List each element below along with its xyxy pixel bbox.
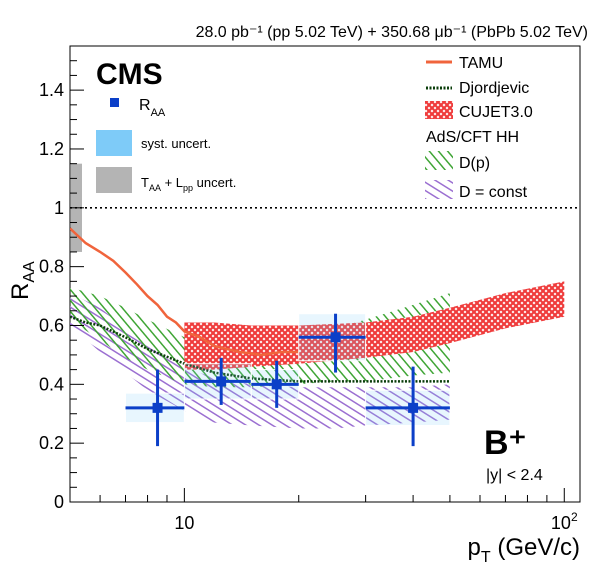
data-marker-1 bbox=[152, 402, 163, 413]
x-tick-label: 10 bbox=[174, 513, 194, 533]
y-tick-label: 1.4 bbox=[39, 80, 64, 100]
x-tick-label: 102 bbox=[551, 510, 578, 533]
legend-label-syst: syst. uncert. bbox=[141, 136, 211, 151]
legend-label-tamu: TAMU bbox=[459, 55, 503, 72]
y-tick-label: 1 bbox=[54, 198, 64, 218]
data-point-5 bbox=[365, 366, 451, 447]
y-tick-label: 0.4 bbox=[39, 374, 64, 394]
legend-label-cujet: CUJET3.0 bbox=[459, 104, 533, 121]
x-axis-label: pT (GeV/c) bbox=[468, 534, 580, 566]
y-tick-label: 1.2 bbox=[39, 139, 64, 159]
legend-right: TAMU Djordjevic CUJET3.0 AdS/CFT HH D(p)… bbox=[425, 55, 533, 201]
legend-label-ads-dp: D(p) bbox=[459, 155, 490, 172]
model-layer bbox=[70, 163, 580, 429]
legend-label-taa: TAA + Lpp uncert. bbox=[141, 175, 236, 193]
particle-label: B⁺ bbox=[484, 424, 527, 462]
legend-swatch-syst bbox=[96, 130, 132, 156]
experiment-label: CMS bbox=[96, 58, 163, 91]
y-tick-label: 0 bbox=[54, 492, 64, 512]
data-marker-2 bbox=[216, 376, 227, 387]
axes-layer: 0 0.2 0.4 0.6 0.8 1 1.2 1.4 10 102 bbox=[39, 45, 578, 533]
y-tick-label: 0.8 bbox=[39, 257, 64, 277]
legend-label-djordjevic: Djordjevic bbox=[459, 80, 529, 97]
chart-header: 28.0 pb⁻¹ (pp 5.02 TeV) + 350.68 μb⁻¹ (P… bbox=[196, 24, 588, 41]
legend-label-ads-const: D = const bbox=[459, 184, 528, 201]
data-point-2 bbox=[183, 357, 252, 405]
data-marker-5 bbox=[408, 402, 419, 413]
legend-left: RAA syst. uncert. TAA + Lpp uncert. bbox=[96, 97, 236, 193]
line-tamu bbox=[70, 227, 299, 357]
legend-swatch-ads-dp bbox=[425, 151, 453, 170]
y-tick-label: 0.2 bbox=[39, 433, 64, 453]
band-ads-dp bbox=[70, 287, 450, 388]
data-point-4 bbox=[298, 313, 367, 373]
data-point-1 bbox=[125, 369, 185, 447]
legend-label-ads-header: AdS/CFT HH bbox=[426, 129, 519, 146]
legend-marker-raa bbox=[110, 98, 119, 107]
line-djordjevic bbox=[70, 315, 450, 383]
legend-swatch-cujet bbox=[425, 101, 453, 119]
rapidity-label: |y| < 2.4 bbox=[486, 467, 543, 484]
data-layer bbox=[125, 313, 451, 447]
data-marker-3 bbox=[271, 379, 282, 390]
legend-swatch-taa bbox=[96, 167, 132, 193]
band-cujet bbox=[184, 281, 565, 370]
legend-swatch-ads-const bbox=[425, 180, 453, 199]
band-ads-const bbox=[70, 293, 450, 429]
plot-frame bbox=[69, 45, 581, 503]
y-axis-label: RAA bbox=[7, 261, 38, 300]
data-marker-4 bbox=[330, 332, 341, 343]
legend-label-raa: RAA bbox=[139, 97, 166, 119]
data-point-3 bbox=[250, 360, 300, 408]
y-tick-label: 0.6 bbox=[39, 315, 64, 335]
